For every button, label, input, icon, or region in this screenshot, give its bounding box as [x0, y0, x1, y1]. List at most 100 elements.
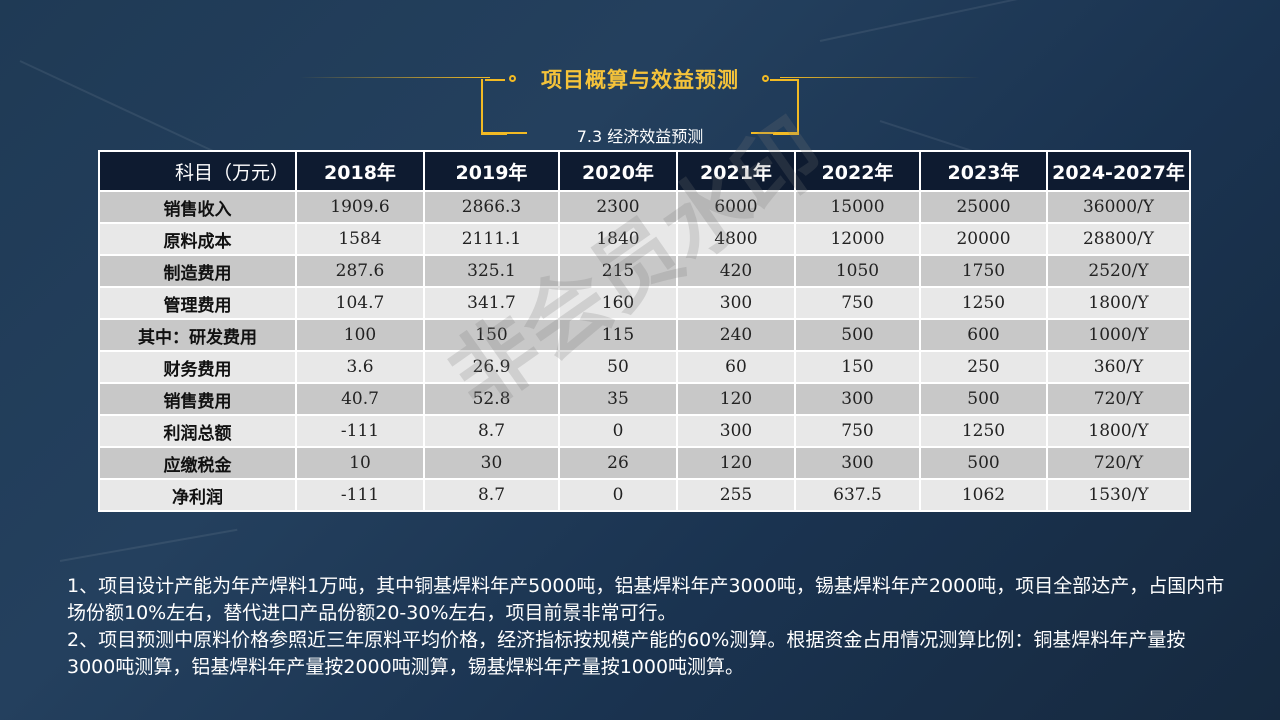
table-header-row: 科目（万元） 2018年 2019年 2020年 2021年 2022年 2023年 2024… — [98, 150, 1191, 192]
row-label: 应缴税金 — [98, 446, 297, 480]
header-year: 2019年 — [423, 150, 560, 192]
header-year: 2021年 — [676, 150, 796, 192]
table-cell: 1530/Y — [1046, 478, 1191, 512]
table-cell: 8.7 — [423, 414, 560, 448]
table-cell: 150 — [423, 318, 560, 352]
table-row: 制造费用 287.6 325.1 215 420 1050 1750 2520/Y — [98, 254, 1191, 288]
table-cell: 60 — [676, 350, 796, 384]
table-cell: 6000 — [676, 190, 796, 224]
table-cell: 30 — [423, 446, 560, 480]
title-dot-left — [509, 75, 516, 82]
title-dot-right — [762, 75, 769, 82]
table-cell: 637.5 — [794, 478, 921, 512]
table-cell: 20000 — [919, 222, 1048, 256]
table-cell: 28800/Y — [1046, 222, 1191, 256]
title-rule-right — [780, 77, 980, 78]
table-cell: 12000 — [794, 222, 921, 256]
table-cell: 215 — [558, 254, 678, 288]
table-cell: 4800 — [676, 222, 796, 256]
table-cell: -111 — [295, 478, 425, 512]
row-label: 净利润 — [98, 478, 297, 512]
forecast-table: 科目（万元） 2018年 2019年 2020年 2021年 2022年 2023年 2024… — [98, 150, 1191, 512]
table-cell: 1062 — [919, 478, 1048, 512]
table-cell: 3.6 — [295, 350, 425, 384]
table-row: 净利润 -111 8.7 0 255 637.5 1062 1530/Y — [98, 478, 1191, 512]
table-cell: 15000 — [794, 190, 921, 224]
table-cell: 1050 — [794, 254, 921, 288]
table-cell: 160 — [558, 286, 678, 320]
table-cell: 420 — [676, 254, 796, 288]
section-subtitle: 7.3 经济效益预测 — [576, 127, 704, 146]
table-cell: 500 — [919, 446, 1048, 480]
economic-forecast-table: 科目（万元） 2018年 2019年 2020年 2021年 2022年 2023年 2024… — [98, 150, 1191, 512]
table-cell: 1909.6 — [295, 190, 425, 224]
table-cell: 1000/Y — [1046, 318, 1191, 352]
table-cell: 325.1 — [423, 254, 560, 288]
table-cell: 150 — [794, 350, 921, 384]
table-cell: 120 — [676, 382, 796, 416]
table-cell: 360/Y — [1046, 350, 1191, 384]
title-bracket-left — [481, 79, 507, 135]
title-underline-left — [485, 79, 505, 81]
row-label: 制造费用 — [98, 254, 297, 288]
table-cell: 1840 — [558, 222, 678, 256]
table-row: 管理费用 104.7 341.7 160 300 750 1250 1800/Y — [98, 286, 1191, 320]
row-label: 财务费用 — [98, 350, 297, 384]
table-cell: 300 — [794, 382, 921, 416]
note-1: 1、项目设计产能为年产焊料1万吨，其中铜基焊料年产5000吨，铝基焊料年产300… — [67, 575, 1225, 624]
table-cell: 2300 — [558, 190, 678, 224]
table-cell: 100 — [295, 318, 425, 352]
table-body: 销售收入 1909.6 2866.3 2300 6000 15000 25000 36000/… — [98, 190, 1191, 512]
table-cell: 26.9 — [423, 350, 560, 384]
note-2: 2、项目预测中原料价格参照近三年原料平均价格，经济指标按规模产能的60%测算。根… — [67, 629, 1186, 678]
notes-section: 1、项目设计产能为年产焊料1万吨，其中铜基焊料年产5000吨，铝基焊料年产300… — [67, 573, 1227, 681]
table-cell: 341.7 — [423, 286, 560, 320]
table-cell: 1800/Y — [1046, 286, 1191, 320]
table-cell: 240 — [676, 318, 796, 352]
table-cell: 35 — [558, 382, 678, 416]
title-rule-left — [300, 77, 490, 78]
title-bracket-bottom-left — [481, 132, 527, 134]
table-cell: 10 — [295, 446, 425, 480]
title-underline-right — [770, 79, 797, 81]
header-year: 2020年 — [558, 150, 678, 192]
title-bracket-right — [773, 79, 799, 135]
table-cell: 120 — [676, 446, 796, 480]
table-cell: 36000/Y — [1046, 190, 1191, 224]
row-label: 销售收入 — [98, 190, 297, 224]
page-title: 项目概算与效益预测 — [541, 68, 739, 92]
table-cell: 104.7 — [295, 286, 425, 320]
table-row: 利润总额 -111 8.7 0 300 750 1250 1800/Y — [98, 414, 1191, 448]
table-row: 财务费用 3.6 26.9 50 60 150 250 360/Y — [98, 350, 1191, 384]
table-cell: 250 — [919, 350, 1048, 384]
table-cell: 720/Y — [1046, 382, 1191, 416]
table-cell: 1250 — [919, 414, 1048, 448]
row-label: 原料成本 — [98, 222, 297, 256]
table-cell: 26 — [558, 446, 678, 480]
title-bracket-bottom-right — [751, 132, 797, 134]
row-label: 其中：研发费用 — [98, 318, 297, 352]
table-cell: 115 — [558, 318, 678, 352]
table-row: 其中：研发费用 100 150 115 240 500 600 1000/Y — [98, 318, 1191, 352]
table-row: 应缴税金 10 30 26 120 300 500 720/Y — [98, 446, 1191, 480]
row-label: 利润总额 — [98, 414, 297, 448]
table-row: 销售费用 40.7 52.8 35 120 300 500 720/Y — [98, 382, 1191, 416]
table-cell: 2866.3 — [423, 190, 560, 224]
table-cell: 25000 — [919, 190, 1048, 224]
row-label: 销售费用 — [98, 382, 297, 416]
table-cell: 255 — [676, 478, 796, 512]
table-cell: 300 — [676, 286, 796, 320]
table-cell: 750 — [794, 414, 921, 448]
table-cell: 50 — [558, 350, 678, 384]
table-cell: 1800/Y — [1046, 414, 1191, 448]
table-cell: 287.6 — [295, 254, 425, 288]
row-label: 管理费用 — [98, 286, 297, 320]
table-cell: 720/Y — [1046, 446, 1191, 480]
table-cell: 0 — [558, 478, 678, 512]
table-cell: 8.7 — [423, 478, 560, 512]
table-cell: 2520/Y — [1046, 254, 1191, 288]
table-cell: -111 — [295, 414, 425, 448]
table-cell: 2111.1 — [423, 222, 560, 256]
table-cell: 600 — [919, 318, 1048, 352]
table-cell: 300 — [676, 414, 796, 448]
